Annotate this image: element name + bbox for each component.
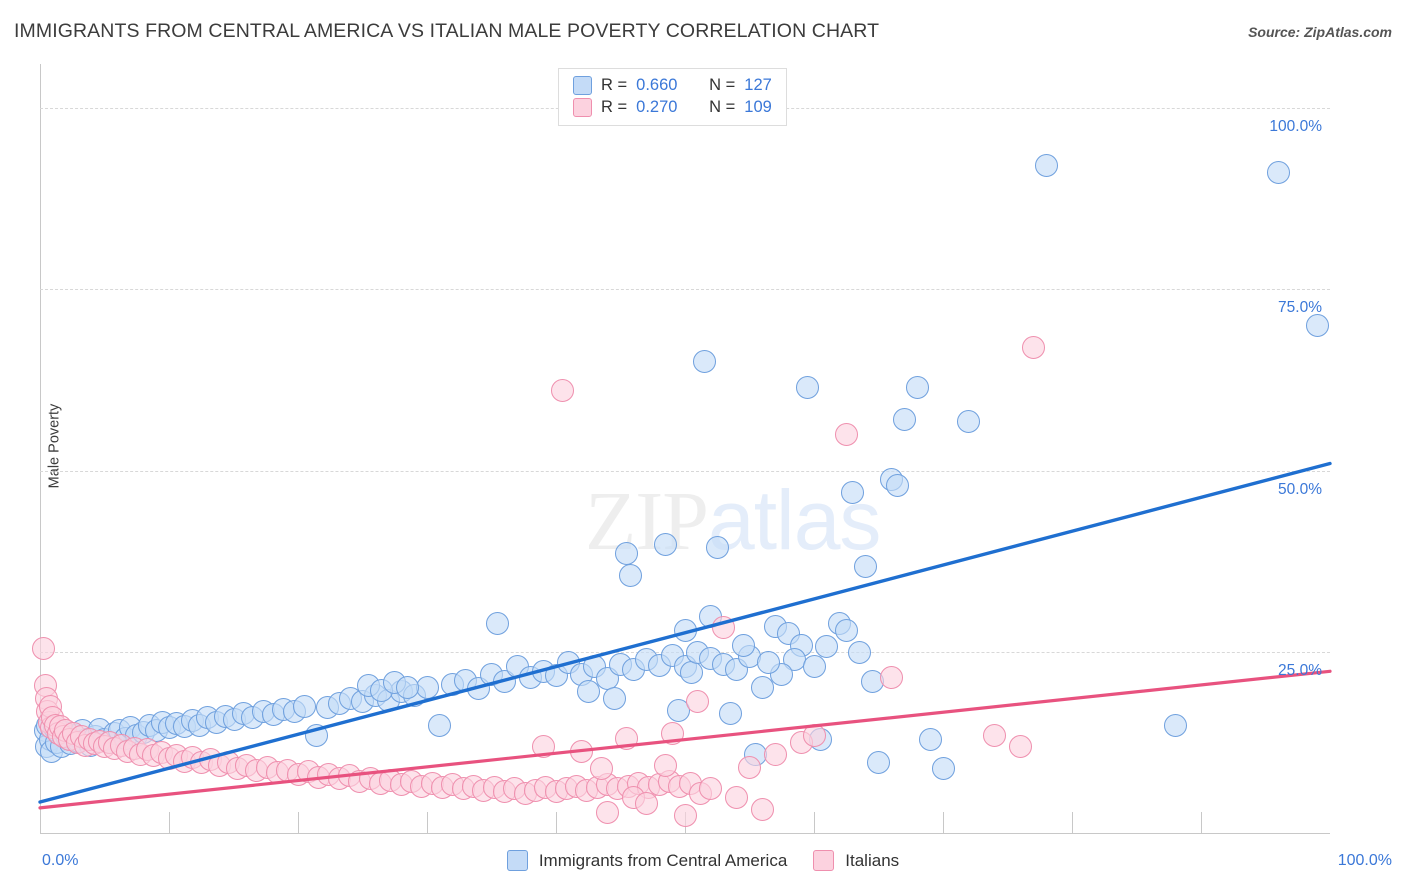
trend-line-immigrants (38, 461, 1332, 804)
data-point (1305, 314, 1329, 337)
x-axis-tick (943, 812, 944, 833)
data-point (815, 635, 839, 659)
data-point (1266, 161, 1290, 185)
trend-line-italians (38, 669, 1332, 810)
data-point (738, 755, 761, 779)
data-point (957, 409, 981, 433)
data-point (918, 728, 942, 752)
data-point (834, 619, 858, 643)
data-point (731, 633, 755, 657)
data-point (905, 376, 929, 400)
data-point (750, 675, 774, 699)
stats-swatch-italians (573, 98, 592, 117)
data-point (750, 797, 774, 821)
y-axis-label: 100.0% (1269, 117, 1322, 135)
data-point (1021, 335, 1045, 359)
data-point (654, 754, 678, 778)
x-axis-line (40, 833, 1330, 834)
legend-swatch-italians (813, 850, 835, 871)
data-point (802, 655, 826, 679)
data-point (879, 665, 903, 689)
data-point (931, 757, 955, 781)
trend-lines (38, 461, 1332, 810)
y-axis-label: 25.0% (1278, 662, 1322, 680)
x-axis-tick (169, 812, 170, 833)
data-point (673, 803, 697, 827)
data-point (292, 694, 316, 718)
y-axis-label: 50.0% (1278, 480, 1322, 498)
stats-r-value-italians: 0.270 (636, 98, 678, 116)
stats-r-label-italians: R = (601, 98, 628, 116)
data-point (32, 636, 56, 660)
x-axis-tick (298, 812, 299, 833)
stats-n-label-immigrants: N = (709, 76, 736, 94)
x-axis-tick (814, 812, 815, 833)
data-point (718, 701, 742, 725)
data-point (486, 611, 510, 635)
stats-row-immigrants: R = 0.660 N = 127 (573, 76, 772, 95)
gridline-50.0% (40, 470, 1330, 472)
data-point (983, 723, 1007, 747)
gridline-75.0% (40, 289, 1330, 291)
data-point (886, 473, 910, 497)
data-point (834, 422, 858, 446)
legend-label-italians: Italians (845, 850, 900, 870)
data-point (705, 536, 729, 560)
stats-n-label-italians: N = (709, 98, 736, 116)
plot-area: ZIPatlas 25.0% 50.0% 75.0% 100.0% (32, 64, 1332, 834)
data-point (396, 675, 420, 699)
data-point (854, 555, 878, 579)
x-axis-tick (427, 812, 428, 833)
x-axis-label-min: 0.0% (42, 852, 79, 869)
data-point (796, 375, 820, 399)
x-axis-tick (1072, 812, 1073, 833)
legend-item-italians[interactable]: Italians (813, 850, 899, 871)
source-attribution: Source: ZipAtlas.com (1248, 24, 1392, 40)
legend-label-immigrants: Immigrants from Central America (538, 850, 788, 870)
data-point (602, 687, 626, 711)
data-point (1008, 735, 1032, 759)
data-point (802, 723, 826, 747)
y-axis-line (40, 64, 41, 834)
gridline-25.0% (40, 652, 1330, 654)
data-point (428, 713, 452, 737)
stats-n-value-italians: 109 (744, 98, 772, 116)
data-point (892, 408, 916, 432)
stats-r-value-immigrants: 0.660 (636, 76, 678, 94)
data-point (634, 791, 658, 815)
data-point (699, 777, 723, 801)
stats-n-value-immigrants: 127 (744, 76, 772, 94)
data-point (550, 379, 574, 403)
data-point (654, 533, 678, 557)
data-point (1163, 713, 1187, 737)
data-point (847, 640, 871, 664)
legend-item-immigrants[interactable]: Immigrants from Central America (506, 850, 788, 871)
x-axis-label-max: 100.0% (1337, 852, 1392, 869)
data-point (725, 786, 749, 810)
data-point (867, 751, 890, 775)
data-point (1034, 154, 1058, 178)
data-point (589, 757, 613, 781)
data-point (692, 350, 716, 374)
series-legend: Immigrants from Central America Italians (0, 850, 1406, 871)
stats-swatch-immigrants (573, 76, 592, 95)
data-point (841, 481, 865, 505)
stats-row-italians: R = 0.270 N = 109 (573, 98, 772, 117)
x-axis-tick (556, 812, 557, 833)
data-point (596, 800, 620, 824)
data-point (576, 680, 600, 704)
data-point (686, 690, 710, 714)
legend-swatch-immigrants (506, 850, 528, 871)
data-point (763, 742, 787, 766)
data-point (757, 651, 781, 675)
stats-legend: R = 0.660 N = 127 R = 0.270 N = 109 (558, 68, 787, 126)
page-title: IMMIGRANTS FROM CENTRAL AMERICA VS ITALI… (14, 20, 880, 42)
y-axis-label: 75.0% (1278, 299, 1322, 317)
data-point (619, 563, 643, 587)
stats-r-label-immigrants: R = (601, 76, 628, 94)
x-axis-tick (1201, 812, 1202, 833)
